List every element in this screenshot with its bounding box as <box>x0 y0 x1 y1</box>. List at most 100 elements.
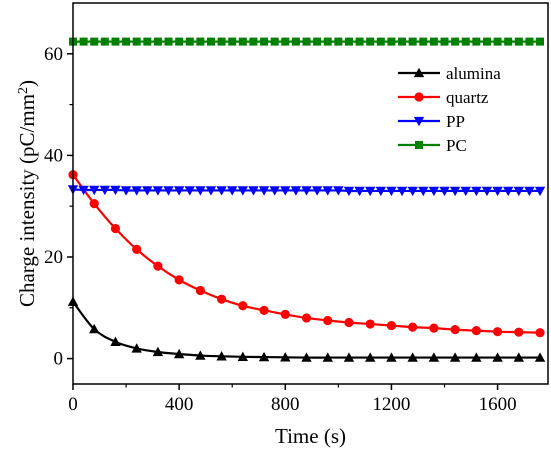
data-point-quartz <box>110 223 121 234</box>
data-point-alumina <box>428 352 440 362</box>
plot-frame <box>72 2 549 385</box>
series-pc <box>69 37 545 46</box>
data-point-pc <box>153 37 162 46</box>
data-point-quartz <box>344 317 354 328</box>
data-point-pc <box>387 37 396 46</box>
data-point-pc <box>143 37 152 46</box>
legend-label: PP <box>446 112 465 131</box>
legend-entry-alumina: alumina <box>398 64 501 83</box>
data-point-pp <box>301 186 312 196</box>
data-point-pp <box>481 186 493 197</box>
data-point-quartz <box>238 301 248 311</box>
data-point-pp <box>524 186 535 197</box>
data-point-quartz <box>89 199 99 209</box>
data-point-pc <box>366 37 375 46</box>
legend-marker <box>415 141 423 149</box>
data-point-quartz <box>429 323 439 333</box>
y-tick-label: 40 <box>44 145 63 166</box>
data-point-pp <box>322 186 333 196</box>
data-point-quartz <box>471 326 481 336</box>
axes: 0 400 800 1200 1600 0 20 40 60 <box>44 2 549 415</box>
data-point-pc <box>175 37 184 46</box>
data-point-pp <box>142 186 153 196</box>
data-point-pp <box>439 186 450 197</box>
data-point-pp <box>418 186 429 197</box>
data-point-alumina <box>492 352 503 362</box>
y-axis-title-main: Charge intensity (pC/mm <box>15 94 39 307</box>
data-point-quartz <box>386 320 397 331</box>
data-point-pc <box>493 37 502 46</box>
data-point-quartz <box>132 244 142 254</box>
data-point-pc <box>79 37 88 46</box>
data-point-pp <box>428 186 440 197</box>
data-point-quartz <box>535 328 545 338</box>
data-point-pc <box>238 37 247 46</box>
data-point-alumina <box>258 351 270 362</box>
data-point-pp <box>258 186 270 196</box>
data-point-alumina <box>534 352 546 362</box>
data-point-pp <box>184 186 195 196</box>
data-point-pc <box>440 37 449 46</box>
data-point-pp <box>502 186 514 197</box>
data-point-alumina <box>386 352 397 362</box>
data-point-quartz <box>259 305 269 315</box>
data-point-pc <box>376 37 385 46</box>
legend-marker <box>413 67 425 78</box>
data-point-pp <box>89 185 100 196</box>
data-point-quartz <box>217 294 227 304</box>
data-point-pc <box>270 37 279 46</box>
data-point-quartz <box>301 313 312 323</box>
data-point-pp <box>343 186 355 197</box>
series-pp <box>67 185 546 197</box>
data-point-pp <box>205 186 217 196</box>
x-tick-label: 400 <box>165 394 194 415</box>
data-point-pc <box>408 37 417 46</box>
data-point-pp <box>492 186 503 197</box>
data-point-pc <box>482 37 491 46</box>
data-point-pc <box>344 37 353 46</box>
data-point-alumina <box>216 351 227 361</box>
data-point-pp <box>78 185 89 196</box>
series-quartz <box>68 170 545 338</box>
data-point-quartz <box>492 327 503 337</box>
data-point-pc <box>302 37 311 46</box>
data-point-alumina <box>365 352 376 362</box>
data-point-alumina <box>471 352 482 362</box>
data-point-pp <box>333 186 344 196</box>
data-point-pc <box>132 37 141 46</box>
data-point-pc <box>217 37 226 46</box>
data-point-pp <box>513 186 525 197</box>
data-point-pc <box>291 37 300 46</box>
data-point-pp <box>375 186 387 197</box>
data-point-alumina <box>322 352 333 362</box>
data-point-pc <box>281 37 290 46</box>
series-layer <box>67 37 546 362</box>
y-axis-title-superscript: 2 <box>16 87 31 94</box>
data-point-pp <box>152 186 164 196</box>
data-point-pp <box>216 186 227 196</box>
data-point-pc <box>313 37 322 46</box>
data-point-pp <box>311 186 323 196</box>
data-point-alumina <box>195 350 206 360</box>
x-tick-label: 1600 <box>479 394 517 415</box>
series-alumina <box>67 296 546 362</box>
data-point-pp <box>449 186 461 197</box>
data-point-quartz <box>365 319 375 329</box>
legend-label: alumina <box>446 64 501 83</box>
y-axis-title: Charge intensity (pC/mm2) <box>15 80 39 307</box>
data-point-alumina <box>513 352 525 362</box>
data-point-pc <box>260 37 269 46</box>
data-point-pc <box>451 37 460 46</box>
data-point-alumina <box>407 352 418 362</box>
data-point-pp <box>354 186 365 197</box>
data-point-alumina <box>110 336 121 346</box>
data-point-pc <box>196 37 205 46</box>
data-point-pp <box>471 186 482 197</box>
data-point-pp <box>131 186 142 196</box>
legend-marker <box>413 116 425 127</box>
data-point-pp <box>99 185 111 196</box>
data-point-pc <box>334 37 343 46</box>
data-point-pp <box>280 186 291 196</box>
data-point-alumina <box>343 352 355 362</box>
